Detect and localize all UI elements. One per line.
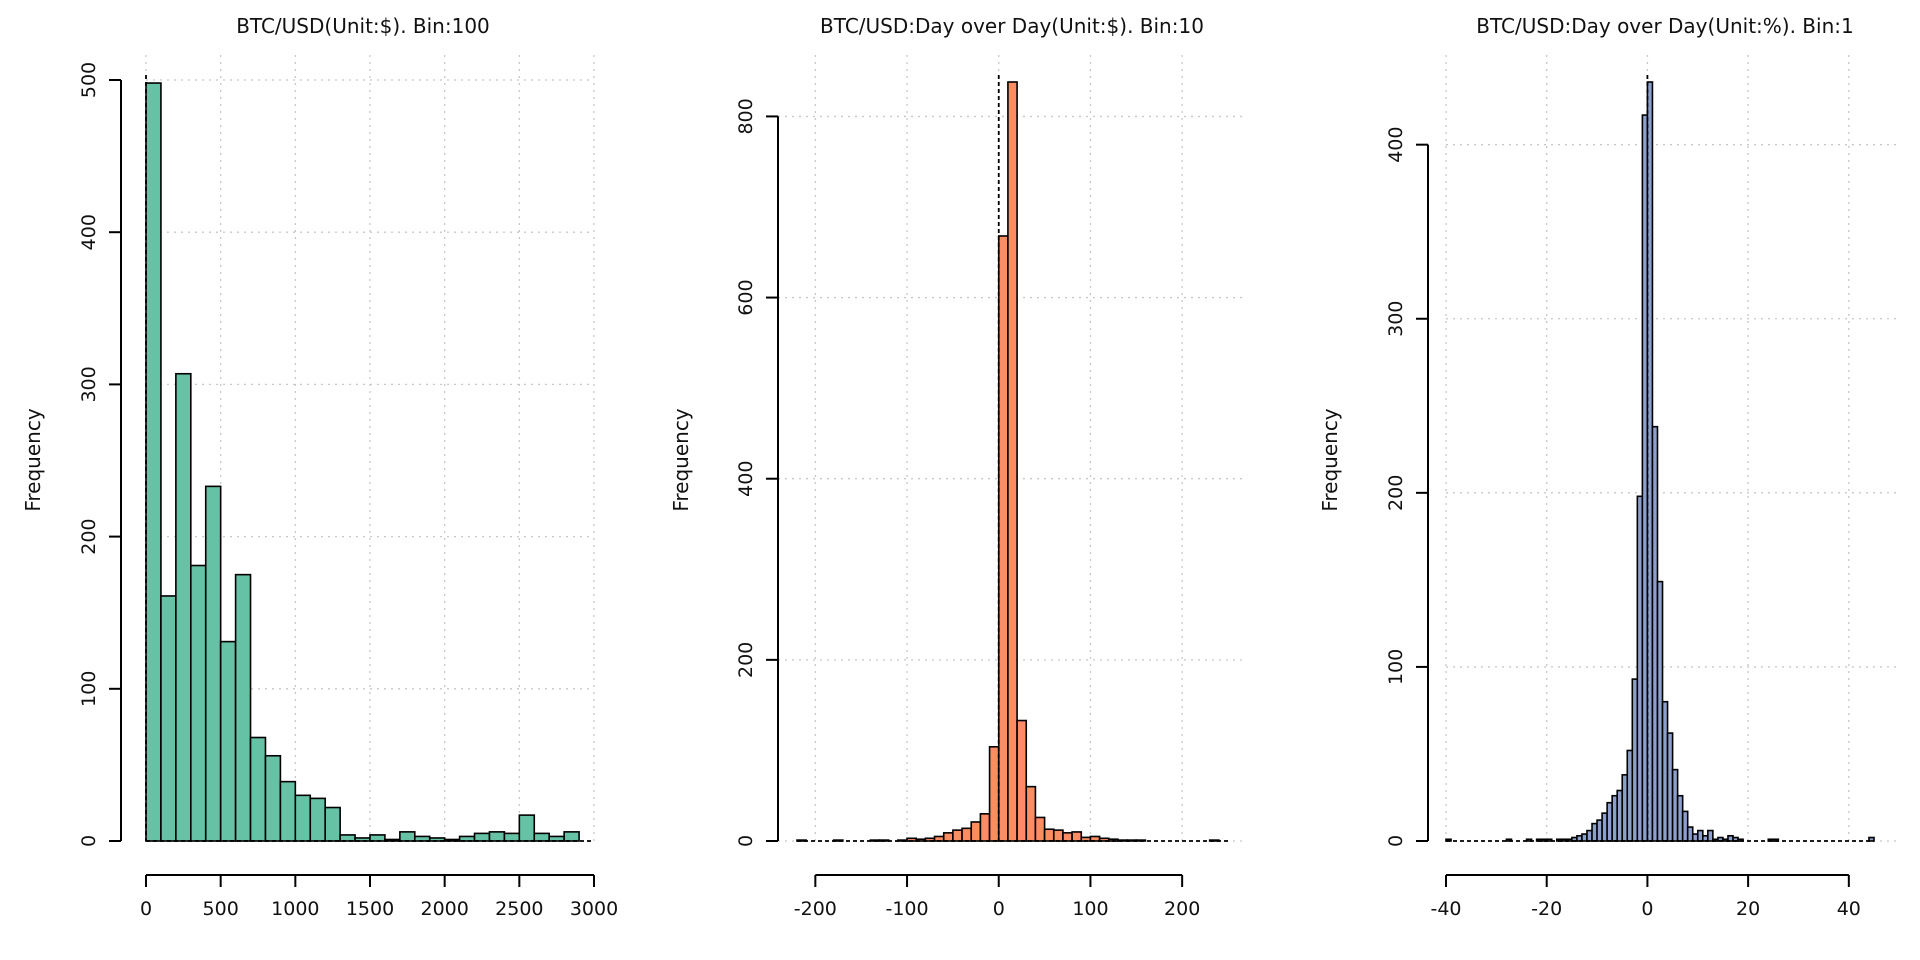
histogram-bar: [942, 832, 954, 842]
x-tick-label: 0: [1641, 898, 1653, 920]
histogram-bar: [1868, 836, 1875, 842]
histogram-panel-3: 0 100 200 300 400 -40 -20 0 20 40 BTC/USD:Day over…: [1318, 14, 1896, 920]
x-axis: -200 -100 0 100 200: [794, 874, 1200, 920]
x-tick-label: 200: [1164, 898, 1200, 920]
y-tick-label: 0: [78, 835, 100, 847]
x-axis: 0 500 1000 1500 2000 2500 3000: [140, 874, 618, 920]
histogram-bar: [1707, 829, 1714, 842]
y-axis: 0 200 400 600 800: [735, 98, 779, 847]
x-axis: -40 -20 0 20 40: [1430, 874, 1861, 920]
histogram-bar: [264, 754, 282, 842]
chart-title: BTC/USD(Unit:$). Bin:100: [236, 14, 490, 38]
y-tick-label: 100: [1385, 649, 1407, 685]
y-tick-label: 400: [735, 461, 757, 497]
bars: [145, 82, 580, 842]
histogram-bar: [160, 595, 177, 842]
x-tick-label: 20: [1736, 898, 1760, 920]
histogram-bar: [204, 485, 222, 842]
histogram-panel-1: 0 100 200 300 400 500 0 500 1000 1500 2000 2500 3000…: [21, 14, 618, 920]
x-tick-label: 40: [1837, 898, 1861, 920]
histogram-bar: [324, 806, 341, 842]
y-axis: 0 100 200 300 400: [1385, 127, 1429, 847]
histogram-bar: [294, 794, 312, 842]
y-axis-label: Frequency: [1318, 408, 1342, 511]
histogram-bar: [988, 746, 1000, 842]
histogram-bar: [1071, 831, 1083, 842]
x-tick-label: -100: [885, 898, 928, 920]
y-tick-label: 200: [735, 642, 757, 678]
x-tick-label: 1500: [346, 898, 394, 920]
histogram-bar: [309, 797, 326, 842]
y-tick-label: 600: [735, 279, 757, 315]
x-tick-label: 2500: [495, 898, 543, 920]
histogram-bar: [1062, 832, 1073, 842]
bars: [1445, 81, 1875, 842]
x-tick-label: 1000: [271, 898, 319, 920]
histogram-bar: [1034, 816, 1046, 842]
y-tick-label: 300: [1385, 301, 1407, 337]
histogram-bar: [339, 834, 356, 842]
histogram-bar: [997, 235, 1009, 842]
histogram-bar: [488, 831, 506, 842]
y-tick-label: 300: [78, 366, 100, 402]
y-tick-label: 100: [78, 671, 100, 707]
y-tick-label: 800: [735, 98, 757, 134]
x-tick-label: 500: [203, 898, 239, 920]
histogram-bar: [970, 821, 982, 842]
y-tick-label: 0: [735, 835, 757, 847]
chart-title: BTC/USD:Day over Day(Unit:%). Bin:1: [1476, 14, 1853, 38]
histogram-bar: [1043, 828, 1055, 842]
histogram-panel-2: 0 200 400 600 800 -200 -100 0 100 200 BTC/USD:Day …: [669, 14, 1245, 920]
histogram-bar: [979, 813, 991, 842]
y-tick-label: 0: [1385, 835, 1407, 847]
x-tick-label: 2000: [420, 898, 468, 920]
x-tick-label: -20: [1531, 898, 1562, 920]
histogram-bar: [190, 564, 207, 842]
histogram-bar: [219, 640, 237, 842]
histogram-bar: [952, 829, 963, 842]
y-tick-label: 200: [78, 518, 100, 554]
bars: [796, 81, 1220, 842]
histogram-bar: [175, 372, 192, 842]
x-tick-label: 0: [993, 898, 1005, 920]
histogram-bar: [503, 832, 521, 842]
y-axis-label: Frequency: [669, 408, 693, 511]
y-axis-label: Frequency: [21, 408, 45, 511]
x-tick-label: -200: [794, 898, 837, 920]
histogram-bar: [563, 831, 580, 842]
histogram-bar: [399, 831, 416, 842]
histogram-bar: [234, 573, 252, 842]
histogram-bar: [1016, 719, 1028, 842]
y-tick-label: 400: [78, 214, 100, 250]
grid-lines: [1445, 55, 1896, 842]
x-tick-label: -40: [1430, 898, 1461, 920]
histogram-bar: [961, 827, 973, 842]
y-tick-label: 200: [1385, 475, 1407, 511]
histogram-bar: [1025, 785, 1037, 842]
histogram-bar: [473, 832, 491, 842]
histogram-bar: [533, 832, 550, 842]
histogram-bar: [249, 736, 267, 842]
y-tick-label: 400: [1385, 127, 1407, 163]
histogram-bar: [279, 780, 297, 842]
histogram-bar: [145, 82, 162, 842]
histogram-bar: [518, 814, 536, 842]
chart-title: BTC/USD:Day over Day(Unit:$). Bin:10: [820, 14, 1204, 38]
histogram-bar: [369, 834, 386, 842]
y-axis: 0 100 200 300 400 500: [78, 62, 122, 847]
histogram-bar: [1007, 81, 1018, 842]
x-tick-label: 100: [1072, 898, 1108, 920]
x-tick-label: 3000: [570, 898, 618, 920]
x-tick-label: 0: [140, 898, 152, 920]
y-tick-label: 500: [78, 62, 100, 98]
histogram-bar: [1052, 829, 1064, 842]
